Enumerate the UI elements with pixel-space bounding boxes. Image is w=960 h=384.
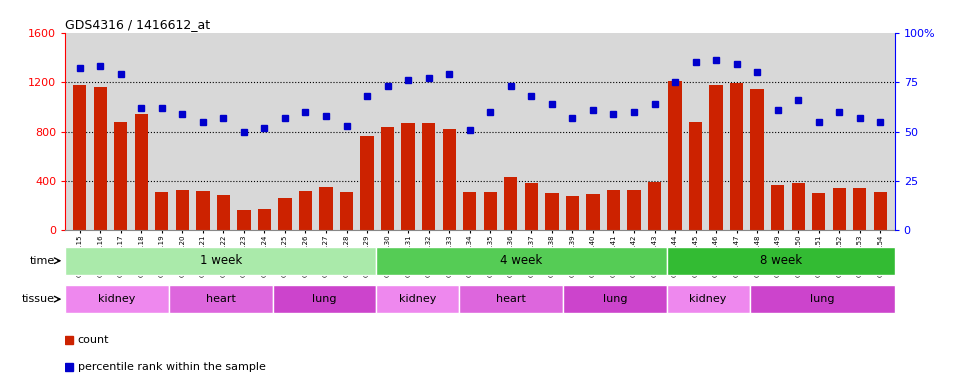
Bar [299,192,312,230]
Bar [360,136,373,230]
Text: heart: heart [496,294,526,304]
Bar [668,81,682,230]
Bar [176,190,189,230]
Text: lung: lung [312,294,337,304]
Bar [627,190,640,230]
Bar [156,192,168,230]
Text: tissue: tissue [22,294,55,304]
Bar [320,187,333,230]
Bar [545,193,559,230]
Bar [422,123,435,230]
Bar [376,247,666,275]
Bar [563,285,666,313]
Text: kidney: kidney [399,294,437,304]
Bar [792,184,804,230]
Bar [73,84,86,230]
Text: lung: lung [603,294,627,304]
Text: 4 week: 4 week [500,254,542,267]
Bar [504,177,517,230]
Text: count: count [78,335,109,345]
Bar [771,185,784,230]
Bar [278,198,292,230]
Text: time: time [30,256,55,266]
Bar [730,83,743,230]
Bar [134,114,148,230]
Bar [459,285,563,313]
Bar [484,192,497,230]
Bar [689,122,703,230]
Bar [65,285,169,313]
Bar [648,182,661,230]
Bar [169,285,273,313]
Bar [273,285,376,313]
Bar [196,191,209,230]
Bar [443,129,456,230]
Bar [381,127,395,230]
Bar [217,195,230,230]
Text: kidney: kidney [99,294,135,304]
Text: heart: heart [205,294,236,304]
Bar [93,87,107,230]
Text: percentile rank within the sample: percentile rank within the sample [78,362,266,372]
Bar [401,123,415,230]
Bar [853,189,867,230]
Bar [874,192,887,230]
Bar [587,194,600,230]
Bar [750,285,895,313]
Bar [65,247,376,275]
Text: 1 week: 1 week [200,254,242,267]
Bar [751,89,764,230]
Text: kidney: kidney [689,294,727,304]
Bar [463,192,476,230]
Bar [832,188,846,230]
Text: GDS4316 / 1416612_at: GDS4316 / 1416612_at [65,18,210,31]
Bar [812,193,826,230]
Bar [376,285,459,313]
Bar [607,190,620,230]
Bar [237,210,251,230]
Bar [525,184,538,230]
Bar [666,247,895,275]
Bar [565,196,579,230]
Bar [709,85,723,230]
Bar [257,209,271,230]
Bar [114,122,128,230]
Text: lung: lung [810,294,834,304]
Bar [340,192,353,230]
Text: 8 week: 8 week [759,254,802,267]
Bar [666,285,750,313]
